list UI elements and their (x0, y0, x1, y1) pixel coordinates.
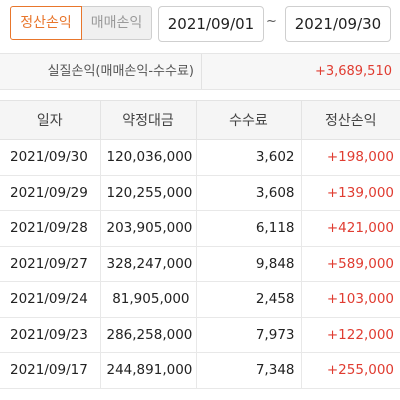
tab-settlement-pl[interactable]: 정산손익 (10, 6, 82, 40)
cell-pl: +589,000 (301, 246, 400, 282)
cell-date: 2021/09/29 (0, 175, 101, 211)
pl-table: 일자 약정대금 수수료 정산손익 2021/09/30 120,036,000 … (0, 100, 400, 389)
summary-row: 실질손익(매매손익-수수료) +3,689,510 (0, 53, 400, 90)
table-row[interactable]: 2021/09/17 244,891,000 7,348 +255,000 (0, 352, 400, 389)
cell-amount: 81,905,000 (100, 281, 197, 318)
cell-fee: 6,118 (196, 210, 302, 247)
filter-bar: 정산손익 매매손익 2021/09/01 ~ 2021/09/30 (0, 0, 400, 50)
date-range-separator: ~ (266, 14, 277, 29)
cell-pl: +103,000 (301, 281, 400, 318)
summary-label: 실질손익(매매손익-수수료) (47, 64, 194, 79)
header-fee: 수수료 (196, 100, 302, 140)
cell-pl: +255,000 (301, 352, 400, 389)
cell-fee: 9,848 (196, 246, 302, 282)
cell-pl: +122,000 (301, 317, 400, 353)
cell-fee: 2,458 (196, 281, 302, 318)
date-from-field[interactable]: 2021/09/01 (158, 6, 264, 42)
cell-pl: +421,000 (301, 210, 400, 247)
cell-pl: +198,000 (301, 139, 400, 176)
table-row[interactable]: 2021/09/23 286,258,000 7,973 +122,000 (0, 317, 400, 353)
header-date: 일자 (0, 100, 101, 140)
table-row[interactable]: 2021/09/27 328,247,000 9,848 +589,000 (0, 246, 400, 282)
cell-amount: 328,247,000 (100, 246, 197, 282)
table-row[interactable]: 2021/09/29 120,255,000 3,608 +139,000 (0, 175, 400, 211)
cell-amount: 244,891,000 (100, 352, 197, 389)
cell-date: 2021/09/27 (0, 246, 101, 282)
cell-date: 2021/09/23 (0, 317, 101, 353)
cell-fee: 3,608 (196, 175, 302, 211)
table-row[interactable]: 2021/09/30 120,036,000 3,602 +198,000 (0, 139, 400, 176)
tab-trading-pl[interactable]: 매매손익 (82, 6, 152, 40)
cell-fee: 7,973 (196, 317, 302, 353)
summary-divider (201, 54, 202, 89)
cell-fee: 7,348 (196, 352, 302, 389)
cell-amount: 120,255,000 (100, 175, 197, 211)
summary-value: +3,689,510 (314, 64, 392, 79)
cell-amount: 120,036,000 (100, 139, 197, 176)
cell-amount: 203,905,000 (100, 210, 197, 247)
date-to-field[interactable]: 2021/09/30 (285, 6, 391, 42)
header-amount: 약정대금 (100, 100, 197, 140)
table-row[interactable]: 2021/09/28 203,905,000 6,118 +421,000 (0, 210, 400, 247)
cell-pl: +139,000 (301, 175, 400, 211)
header-pl: 정산손익 (301, 100, 400, 140)
cell-date: 2021/09/28 (0, 210, 101, 247)
table-row[interactable]: 2021/09/24 81,905,000 2,458 +103,000 (0, 281, 400, 318)
cell-fee: 3,602 (196, 139, 302, 176)
table-header-row: 일자 약정대금 수수료 정산손익 (0, 100, 400, 140)
cell-date: 2021/09/24 (0, 281, 101, 318)
cell-date: 2021/09/30 (0, 139, 101, 176)
cell-amount: 286,258,000 (100, 317, 197, 353)
cell-date: 2021/09/17 (0, 352, 101, 389)
